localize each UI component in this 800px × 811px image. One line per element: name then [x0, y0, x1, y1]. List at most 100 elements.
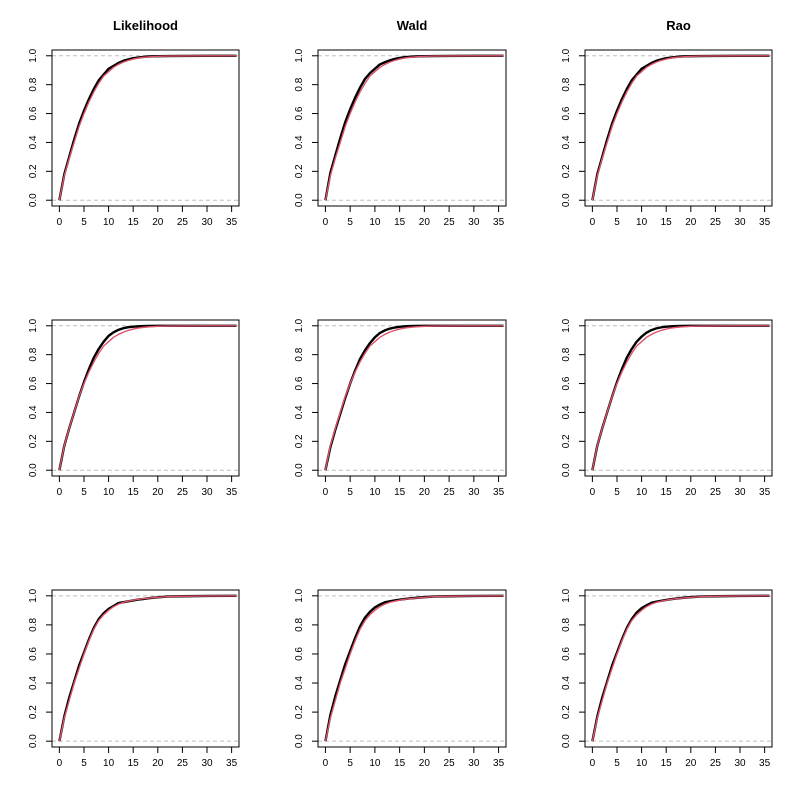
y-tick-label: 0.8 [28, 347, 39, 361]
x-tick-label: 30 [201, 758, 213, 769]
x-tick-label: 0 [323, 487, 329, 498]
x-tick-label: 5 [614, 758, 620, 769]
x-tick-label: 15 [128, 217, 140, 228]
y-tick-label: 0.2 [561, 705, 572, 719]
y-tick-label: 0.8 [561, 347, 572, 361]
series-line-empirical [324, 324, 504, 471]
y-tick-label: 0.8 [28, 618, 39, 632]
y-tick-label: 0.6 [561, 376, 572, 390]
x-tick-label: 5 [81, 758, 87, 769]
panel-title: Likelihood [113, 18, 178, 33]
panel-3-2: 0 5 10 15 20 25 30 35 0.0 0.2 0.4 0.6 0.8 1.0 [294, 588, 507, 769]
y-tick-label: 0.2 [561, 164, 572, 178]
y-tick-label: 0.0 [294, 463, 305, 477]
panel-1-2: Wald 0 5 10 15 20 25 30 35 0.0 0.2 0.4 0.6 0.8 1.0 [294, 18, 507, 228]
x-tick-label: 25 [444, 758, 456, 769]
x-tick-label: 30 [468, 217, 480, 228]
x-tick-label: 35 [759, 217, 771, 228]
plot-frame [584, 49, 773, 207]
x-tick-label: 20 [419, 487, 431, 498]
y-tick-label: 0.0 [294, 734, 305, 748]
series-line-theoretical [591, 595, 770, 742]
x-tick-label: 10 [636, 758, 648, 769]
x-tick-label: 5 [614, 487, 620, 498]
panel-3-3: 0 5 10 15 20 25 30 35 0.0 0.2 0.4 0.6 0.8 1.0 [561, 588, 773, 769]
y-tick-label: 0.4 [561, 135, 572, 149]
y-tick-label: 0.0 [28, 463, 39, 477]
y-tick-label: 1.0 [294, 318, 305, 332]
y-tick-label: 0.4 [28, 405, 39, 419]
y-tick-label: 0.4 [561, 405, 572, 419]
series-line-theoretical [324, 325, 504, 471]
x-tick-label: 10 [369, 758, 381, 769]
y-tick-label: 0.8 [561, 77, 572, 91]
series-line-empirical [58, 324, 237, 471]
x-tick-label: 15 [661, 758, 673, 769]
panel-2-2: 0 5 10 15 20 25 30 35 0.0 0.2 0.4 0.6 0.8 1.0 [294, 318, 507, 498]
y-tick-label: 1.0 [28, 48, 39, 62]
x-tick-label: 15 [128, 758, 140, 769]
x-tick-label: 35 [226, 758, 238, 769]
y-tick-label: 0.2 [294, 164, 305, 178]
x-tick-label: 35 [226, 217, 238, 228]
x-tick-label: 30 [201, 487, 213, 498]
y-tick-label: 0.6 [561, 647, 572, 661]
x-tick-label: 35 [226, 487, 238, 498]
x-tick-label: 0 [323, 217, 329, 228]
y-tick-label: 0.6 [561, 106, 572, 120]
x-tick-label: 25 [177, 487, 189, 498]
x-tick-label: 20 [685, 487, 697, 498]
x-tick-label: 0 [590, 487, 596, 498]
y-tick-label: 0.2 [294, 434, 305, 448]
y-tick-label: 0.0 [561, 193, 572, 207]
y-tick-label: 1.0 [28, 588, 39, 602]
y-tick-label: 0.0 [28, 734, 39, 748]
y-tick-label: 0.0 [294, 193, 305, 207]
x-tick-label: 35 [493, 217, 505, 228]
series-line-empirical [324, 594, 504, 742]
x-tick-label: 0 [57, 217, 63, 228]
y-tick-label: 0.6 [294, 376, 305, 390]
panel-1-3: Rao 0 5 10 15 20 25 30 35 0.0 0.2 0.4 0.6 0.8 1.0 [561, 18, 773, 228]
plot-frame [317, 319, 507, 477]
x-tick-label: 35 [759, 758, 771, 769]
x-tick-label: 5 [614, 217, 620, 228]
plot-frame [51, 49, 240, 207]
x-tick-label: 25 [710, 217, 722, 228]
x-tick-label: 35 [493, 487, 505, 498]
x-tick-label: 25 [444, 217, 456, 228]
series-line-theoretical [58, 595, 237, 742]
x-tick-label: 25 [710, 758, 722, 769]
x-tick-label: 5 [81, 487, 87, 498]
y-tick-label: 1.0 [561, 318, 572, 332]
y-tick-label: 0.2 [28, 705, 39, 719]
x-tick-label: 10 [103, 487, 115, 498]
y-tick-label: 0.8 [561, 618, 572, 632]
y-tick-label: 0.0 [561, 734, 572, 748]
x-tick-label: 10 [636, 487, 648, 498]
x-tick-label: 10 [369, 487, 381, 498]
x-tick-label: 25 [177, 758, 189, 769]
x-tick-label: 10 [103, 217, 115, 228]
x-tick-label: 20 [419, 217, 431, 228]
y-tick-label: 0.0 [28, 193, 39, 207]
x-tick-label: 0 [590, 217, 596, 228]
y-tick-label: 0.4 [294, 676, 305, 690]
x-tick-label: 5 [347, 217, 353, 228]
series-line-theoretical [58, 55, 237, 201]
y-tick-label: 0.4 [294, 405, 305, 419]
x-tick-label: 30 [734, 487, 746, 498]
x-tick-label: 10 [369, 217, 381, 228]
x-tick-label: 25 [444, 487, 456, 498]
x-tick-label: 20 [419, 758, 431, 769]
panel-title: Rao [666, 18, 691, 33]
y-tick-label: 0.6 [28, 647, 39, 661]
y-tick-label: 0.6 [28, 376, 39, 390]
y-tick-label: 0.8 [294, 618, 305, 632]
x-tick-label: 0 [590, 758, 596, 769]
y-tick-label: 1.0 [294, 48, 305, 62]
plot-frame [317, 589, 507, 748]
y-tick-label: 0.4 [28, 135, 39, 149]
y-tick-label: 0.4 [294, 135, 305, 149]
x-tick-label: 25 [177, 217, 189, 228]
